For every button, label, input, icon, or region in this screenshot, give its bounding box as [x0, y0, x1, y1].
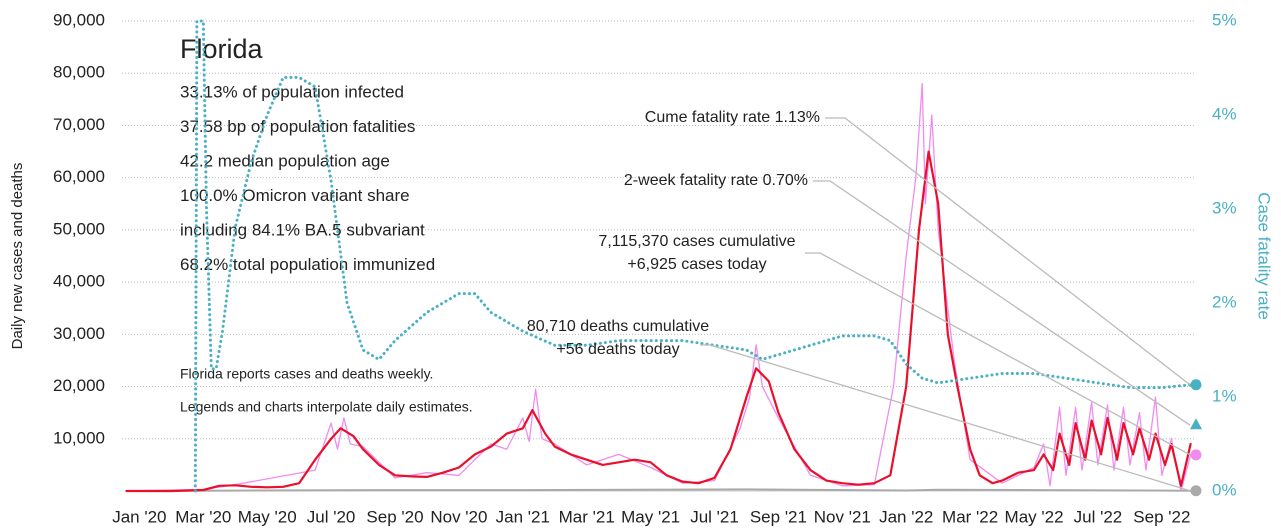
stat-line: 68.2% total population immunized: [180, 255, 435, 274]
note-line: Legends and charts interpolate daily est…: [180, 399, 473, 415]
x-tick-label: May '22: [1005, 507, 1064, 526]
x-tick-label: Jan '20: [112, 507, 166, 526]
end-marker: [1190, 418, 1202, 430]
leader-line: [813, 180, 1191, 426]
end-marker: [1190, 449, 1202, 461]
y-axis-label: Daily new cases and deaths: [9, 163, 26, 350]
y2-tick-label: 3%: [1212, 198, 1237, 217]
y2-tick-label: 5%: [1212, 10, 1237, 29]
series-line: [125, 83, 1192, 492]
stat-line: 37.58 bp of population fatalities: [180, 117, 415, 136]
x-tick-label: Mar '22: [942, 507, 998, 526]
y2-tick-label: 4%: [1212, 104, 1237, 123]
x-tick-label: Jan '22: [879, 507, 933, 526]
leader-line: [805, 252, 1191, 456]
x-tick-label: Mar '21: [559, 507, 615, 526]
annotation-text: 2-week fatality rate 0.70%: [624, 172, 808, 189]
y-tick-label: 80,000: [53, 63, 105, 82]
stat-line: including 84.1% BA.5 subvariant: [180, 220, 425, 239]
end-marker: [1190, 485, 1202, 497]
plot: [125, 19, 1193, 493]
x-tick-label: Jul '22: [1074, 507, 1123, 526]
x-tick-label: May '21: [621, 507, 680, 526]
x-tick-label: Jul '20: [307, 507, 356, 526]
annotation-text: +56 deaths today: [556, 341, 679, 358]
stat-line: 42.2 median population age: [180, 151, 390, 170]
x-tick-label: Sep '22: [1133, 507, 1190, 526]
y-tick-label: 60,000: [53, 167, 105, 186]
x-tick-label: Jul '21: [690, 507, 739, 526]
stat-line: 100.0% Omicron variant share: [180, 186, 410, 205]
leader-line: [825, 117, 1191, 386]
y2-tick-label: 0%: [1212, 480, 1237, 499]
y-tick-label: 10,000: [53, 428, 105, 447]
y-tick-label: 20,000: [53, 376, 105, 395]
x-tick-label: Sep '20: [366, 507, 423, 526]
x-tick-label: Sep '21: [750, 507, 807, 526]
chart-title: Florida: [180, 34, 264, 64]
annotation-text: +6,925 cases today: [627, 256, 766, 273]
series-line: [125, 150, 1192, 493]
y-tick-label: 70,000: [53, 115, 105, 134]
stat-line: 33.13% of population infected: [180, 82, 404, 101]
y2-tick-label: 2%: [1212, 292, 1237, 311]
y-tick-label: 90,000: [53, 10, 105, 29]
y-tick-label: 50,000: [53, 219, 105, 238]
series-line: [125, 488, 1192, 492]
leader-line: [700, 344, 1191, 492]
annotation-text: 80,710 deaths cumulative: [527, 318, 709, 335]
x-tick-label: Mar '20: [175, 507, 231, 526]
annotation-text: Cume fatality rate 1.13%: [645, 109, 820, 126]
x-tick-label: May '20: [238, 507, 297, 526]
y-tick-label: 30,000: [53, 324, 105, 343]
x-tick-label: Nov '21: [814, 507, 871, 526]
y-tick-label: 40,000: [53, 272, 105, 291]
end-marker: [1190, 379, 1202, 391]
x-tick-label: Nov '20: [430, 507, 487, 526]
y2-tick-label: 1%: [1212, 386, 1237, 405]
y2-axis-label: Case fatality rate: [1255, 192, 1274, 320]
annotation-text: 7,115,370 cases cumulative: [598, 233, 795, 250]
note-line: Florida reports cases and deaths weekly.: [180, 366, 433, 382]
x-tick-label: Jan '21: [496, 507, 550, 526]
series-line: [193, 19, 1193, 493]
